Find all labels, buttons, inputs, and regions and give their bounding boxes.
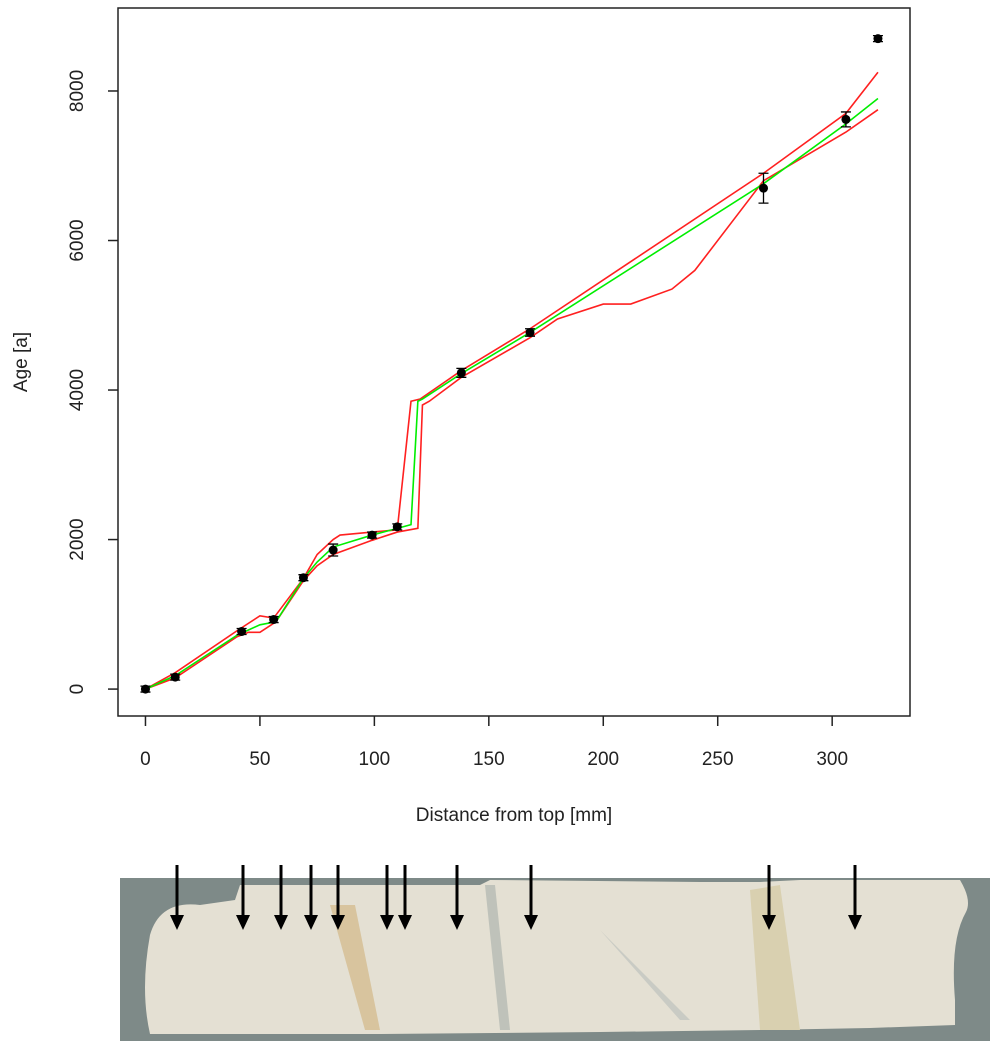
- x-tick-label: 100: [359, 749, 391, 770]
- data-point: [368, 531, 377, 540]
- y-tick-label: 0: [67, 684, 88, 695]
- plot-box: [118, 8, 910, 716]
- x-tick-label: 300: [816, 749, 848, 770]
- data-point: [526, 328, 535, 337]
- data-point: [171, 673, 180, 682]
- y-axis-label: Age [a]: [11, 332, 32, 392]
- y-tick-label: 4000: [67, 369, 88, 411]
- figure: Distance from top [mm] Age [a] 0 50 100 150…: [0, 0, 991, 1041]
- y-tick-label: 6000: [67, 219, 88, 261]
- core-photo: [120, 878, 990, 1041]
- x-tick-label: 0: [140, 749, 151, 770]
- data-point: [393, 522, 402, 531]
- x-tick-label: 200: [587, 749, 619, 770]
- data-point: [759, 184, 768, 193]
- y-tick-label: 2000: [67, 518, 88, 560]
- y-tick-label: 8000: [67, 70, 88, 112]
- x-tick-label: 50: [249, 749, 270, 770]
- data-point: [873, 34, 882, 43]
- data-point: [329, 546, 338, 555]
- data-point: [237, 627, 246, 636]
- model-line: [145, 98, 877, 689]
- data-point: [299, 573, 308, 582]
- data-point: [141, 685, 150, 694]
- model-line: [145, 110, 877, 689]
- data-point: [457, 368, 466, 377]
- x-tick-label: 250: [702, 749, 734, 770]
- data-point: [269, 615, 278, 624]
- x-axis-label: Distance from top [mm]: [416, 805, 612, 826]
- data-point: [841, 115, 850, 124]
- x-tick-label: 150: [473, 749, 505, 770]
- model-line: [145, 72, 877, 689]
